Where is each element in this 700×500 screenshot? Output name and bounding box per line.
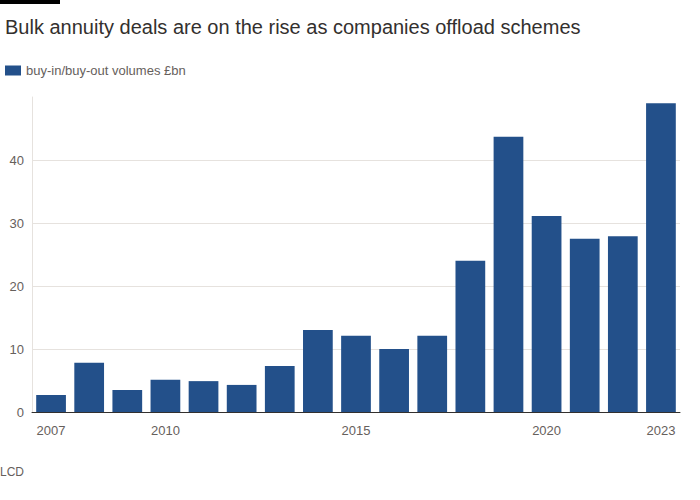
svg-text:0: 0 [17,405,24,420]
svg-text:Bulk annuity deals are on the: Bulk annuity deals are on the rise as co… [5,16,581,38]
svg-text:2023: 2023 [646,423,675,438]
svg-text:buy-in/buy-out volumes £bn: buy-in/buy-out volumes £bn [26,63,186,78]
svg-text:2015: 2015 [342,423,371,438]
svg-text:30: 30 [10,216,24,231]
svg-text:2020: 2020 [532,423,561,438]
svg-text:2007: 2007 [37,423,66,438]
svg-text:10: 10 [10,342,24,357]
svg-text:20: 20 [10,279,24,294]
svg-text:2010: 2010 [151,423,180,438]
svg-text:LCD: LCD [0,465,24,479]
svg-text:40: 40 [10,153,24,168]
